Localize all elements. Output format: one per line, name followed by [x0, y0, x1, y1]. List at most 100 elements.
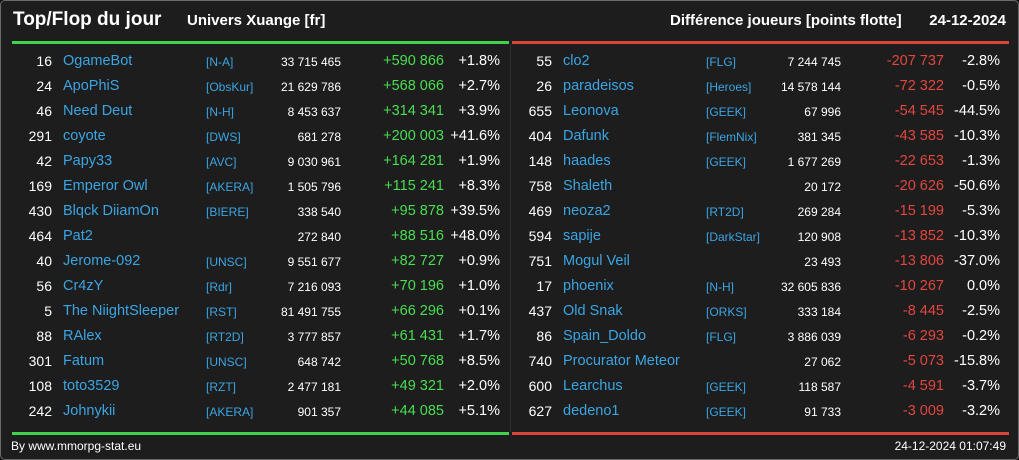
- player-name-link[interactable]: ApoPhiS: [63, 78, 120, 94]
- alliance-tag-link[interactable]: [DarkStar]: [706, 230, 761, 244]
- alliance-tag-link[interactable]: [ObsKur]: [206, 80, 254, 94]
- alliance-tag-link[interactable]: [Rdr]: [206, 280, 233, 294]
- alliance-tag-link[interactable]: [ORKS]: [706, 305, 747, 319]
- table-row: 16 OgameBot [N-A] 33 715 465 +590 866 +1.8%: [12, 49, 509, 74]
- player-name-link[interactable]: Need Deut: [63, 103, 133, 119]
- player-name-link[interactable]: clo2: [563, 53, 590, 69]
- player-name-link[interactable]: sapije: [563, 228, 601, 244]
- alliance-tag-link[interactable]: [GEEK]: [706, 405, 747, 419]
- player-name-link[interactable]: Mogul Veil: [563, 253, 630, 269]
- player-name-link[interactable]: Old Snak: [563, 303, 623, 319]
- points-delta: +61 431: [391, 328, 444, 344]
- player-name-link[interactable]: Fatum: [63, 353, 105, 369]
- alliance-tag-link[interactable]: [RT2D]: [706, 205, 744, 219]
- player-name-link[interactable]: Johnykii: [63, 403, 116, 419]
- alliance-tag-link[interactable]: [N-H]: [206, 105, 234, 119]
- points-delta: -5 073: [902, 353, 944, 369]
- player-name-link[interactable]: Dafunk: [563, 128, 609, 144]
- player-points: 21 629 786: [280, 80, 341, 94]
- alliance-tag-link[interactable]: [GEEK]: [706, 105, 747, 119]
- alliance-tag-link[interactable]: [AKERA]: [206, 180, 254, 194]
- points-delta: +82 727: [391, 253, 444, 269]
- table-row: 430 Blqck DiiamOn [BIERE] 338 540 +95 878 +39…: [12, 199, 509, 224]
- points-delta: +95 878: [391, 203, 444, 219]
- alliance-tag-link[interactable]: [FLG]: [706, 330, 737, 344]
- alliance-tag-link[interactable]: [RST]: [206, 305, 237, 319]
- player-rank: 88: [36, 328, 52, 344]
- player-name-link[interactable]: Papy33: [63, 153, 113, 169]
- points-delta: -72 322: [894, 78, 944, 94]
- player-name-link[interactable]: OgameBot: [63, 53, 133, 69]
- player-name-link[interactable]: neoza2: [563, 203, 611, 219]
- bottom-divider-green: [12, 432, 509, 435]
- points-delta: -43 585: [894, 128, 944, 144]
- player-name-link[interactable]: phoenix: [563, 278, 614, 294]
- player-points: 2 477 181: [287, 380, 341, 394]
- column-divider: [510, 44, 511, 432]
- table-row: 17 phoenix [N-H] 32 605 836 -10 267 0.0%: [512, 274, 1009, 299]
- player-name-link[interactable]: paradeisos: [563, 78, 634, 94]
- percent-change: +8.3%: [458, 178, 500, 194]
- player-name-link[interactable]: Leonova: [563, 103, 619, 119]
- player-name-link[interactable]: haades: [563, 153, 611, 169]
- alliance-tag-link[interactable]: [BIERE]: [206, 205, 249, 219]
- alliance-tag-link[interactable]: [RT2D]: [206, 330, 244, 344]
- player-rank: 5: [44, 303, 52, 319]
- points-delta: -22 653: [894, 153, 944, 169]
- alliance-tag-link[interactable]: [Heroes]: [706, 80, 752, 94]
- alliance-tag-link[interactable]: [UNSC]: [206, 255, 247, 269]
- table-row: 55 clo2 [FLG] 7 244 745 -207 737 -2.8%: [512, 49, 1009, 74]
- player-rank: 758: [528, 178, 552, 194]
- percent-change: -1.3%: [962, 153, 1000, 169]
- alliance-tag-link[interactable]: [UNSC]: [206, 355, 247, 369]
- alliance-tag-link[interactable]: [GEEK]: [706, 155, 747, 169]
- alliance-tag-link[interactable]: [N-H]: [706, 280, 734, 294]
- player-name-link[interactable]: The NiightSleeper: [63, 303, 180, 319]
- alliance-tag-link[interactable]: [FLG]: [706, 55, 737, 69]
- table-row: 56 Cr4zY [Rdr] 7 216 093 +70 196 +1.0%: [12, 274, 509, 299]
- percent-change: -0.2%: [962, 328, 1000, 344]
- player-name-link[interactable]: Procurator Meteor: [563, 353, 680, 369]
- player-points: 901 357: [297, 405, 341, 419]
- player-name-link[interactable]: RAlex: [63, 328, 102, 344]
- player-name-link[interactable]: Pat2: [63, 228, 93, 244]
- alliance-tag-link[interactable]: [GEEK]: [706, 380, 747, 394]
- alliance-tag-link[interactable]: [FlemNix]: [706, 130, 757, 144]
- player-name-link[interactable]: dedeno1: [563, 403, 620, 419]
- player-points: 9 551 677: [287, 255, 341, 269]
- player-points: 91 733: [804, 405, 841, 419]
- player-name-link[interactable]: toto3529: [63, 378, 120, 394]
- player-name-link[interactable]: Shaleth: [563, 178, 613, 194]
- percent-change: +1.8%: [458, 53, 500, 69]
- footer-credit: By www.mmorpg-stat.eu: [11, 439, 142, 453]
- percent-change: +8.5%: [458, 353, 500, 369]
- player-name-link[interactable]: Emperor Owl: [63, 178, 148, 194]
- alliance-tag-link[interactable]: [N-A]: [206, 55, 234, 69]
- player-rank: 169: [28, 178, 52, 194]
- alliance-tag-link[interactable]: [AVC]: [206, 155, 237, 169]
- percent-change: +1.0%: [458, 278, 500, 294]
- alliance-tag-link[interactable]: [DWS]: [206, 130, 241, 144]
- player-name-link[interactable]: coyote: [63, 128, 106, 144]
- player-name-link[interactable]: Spain_Doldo: [563, 328, 647, 344]
- table-row: 148 haades [GEEK] 1 677 269 -22 653 -1.3%: [512, 149, 1009, 174]
- alliance-tag-link[interactable]: [AKERA]: [206, 405, 254, 419]
- player-rank: 24: [36, 78, 52, 94]
- player-rank: 16: [36, 53, 52, 69]
- percent-change: -3.7%: [962, 378, 1000, 394]
- player-name-link[interactable]: Blqck DiiamOn: [63, 203, 159, 219]
- player-name-link[interactable]: Jerome-092: [63, 253, 141, 269]
- player-rank: 627: [528, 403, 552, 419]
- header: Top/Flop du jour Univers Xuange [fr] Dif…: [1, 1, 1018, 41]
- player-points: 32 605 836: [780, 280, 841, 294]
- player-rank: 108: [28, 378, 52, 394]
- player-name-link[interactable]: Learchus: [563, 378, 623, 394]
- percent-change: -37.0%: [954, 253, 1000, 269]
- points-delta: -3 009: [902, 403, 944, 419]
- player-points: 67 996: [804, 105, 841, 119]
- player-rank: 46: [36, 103, 52, 119]
- player-points: 20 172: [804, 180, 841, 194]
- alliance-tag-link[interactable]: [RZT]: [206, 380, 236, 394]
- player-name-link[interactable]: Cr4zY: [63, 278, 104, 294]
